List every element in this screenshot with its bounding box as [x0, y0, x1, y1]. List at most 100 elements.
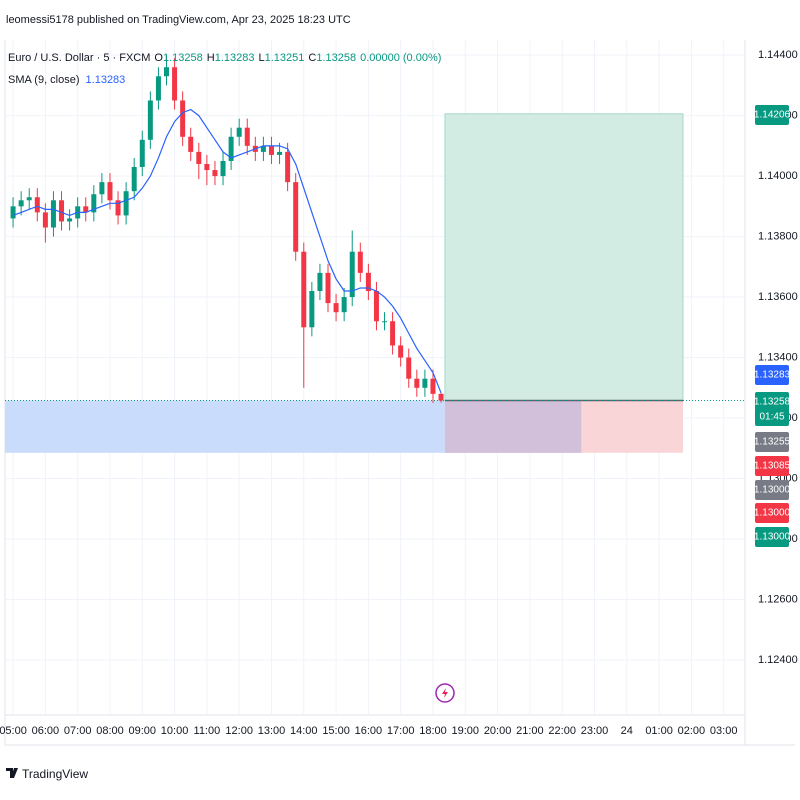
x-tick-label: 07:00	[64, 725, 92, 737]
candle-body	[220, 160, 226, 177]
price-badge-label: 1.13000	[754, 485, 791, 496]
candle-body	[390, 321, 396, 346]
price-badge-label: 1.13085	[754, 461, 791, 472]
candle-body	[131, 167, 137, 192]
candle-body	[147, 100, 153, 140]
candle-body	[139, 139, 145, 168]
x-tick-label: 05:00	[0, 725, 27, 737]
ohlc-value: 1.13258	[163, 52, 203, 64]
candle-body	[42, 212, 48, 228]
price-badge	[755, 503, 789, 523]
candle-body	[196, 151, 202, 164]
ohlc-key: L	[258, 52, 264, 64]
sma-line	[12, 108, 442, 394]
candle-body	[309, 291, 315, 328]
candle-body	[34, 197, 40, 213]
y-tick-label: 1.13800	[758, 230, 798, 242]
y-tick-label: 1.14400	[758, 49, 798, 61]
x-tick-label: 22:00	[548, 725, 576, 737]
x-tick-label: 11:00	[194, 725, 221, 737]
candle-body	[91, 194, 97, 213]
price-badge	[755, 480, 789, 500]
position-tool	[5, 113, 745, 453]
price-badge	[755, 365, 789, 385]
x-tick-label: 21:00	[516, 725, 544, 737]
candle-body	[204, 163, 210, 171]
x-tick-label: 06:00	[32, 725, 60, 737]
candle-body	[406, 357, 412, 379]
sma-value: 1.13283	[86, 74, 126, 86]
candle-body	[115, 200, 121, 216]
candle-body	[438, 393, 444, 401]
ohlc-key: H	[207, 52, 215, 64]
candle-body	[107, 182, 113, 201]
x-tick-label: 20:00	[484, 725, 512, 737]
candle-body	[83, 206, 89, 213]
candle-body	[228, 136, 234, 161]
candle-body	[164, 67, 170, 77]
x-tick-label: 09:00	[129, 725, 157, 737]
candle-body	[293, 182, 299, 252]
candle-body	[285, 151, 291, 183]
x-tick-label: 16:00	[355, 725, 383, 737]
candle-body	[67, 218, 73, 222]
candle-body	[180, 100, 186, 137]
x-tick-label: 17:00	[387, 725, 415, 737]
ohlc-value: 1.13258	[316, 52, 356, 64]
candle-body	[99, 182, 105, 195]
price-badge	[755, 105, 789, 125]
lightning-icon[interactable]	[435, 683, 455, 703]
y-tick-label: 1.12400	[758, 654, 798, 666]
x-tick-label: 08:00	[96, 725, 124, 737]
sma-legend: SMA (9, close) 1.13283	[8, 74, 125, 86]
price-badge	[755, 432, 789, 452]
candle-body	[349, 251, 355, 298]
price-badge-label: 1.13000	[754, 508, 791, 519]
ohlc-key: O	[154, 52, 163, 64]
x-tick-label: 18:00	[419, 725, 447, 737]
candle-body	[188, 136, 194, 152]
candle-body	[414, 378, 420, 388]
candle-body	[50, 200, 56, 228]
candle-body	[422, 378, 428, 388]
candle-body	[333, 303, 339, 313]
ohlc-key: C	[308, 52, 316, 64]
price-badge	[755, 456, 789, 476]
x-tick-label: 03:00	[710, 725, 738, 737]
x-tick-label: 24	[621, 725, 633, 737]
candle-body	[172, 67, 178, 101]
x-tick-label: 19:00	[452, 725, 480, 737]
price-badge-label: 1.13258	[754, 397, 791, 408]
sma-name: SMA (9, close)	[8, 74, 80, 86]
candle-body	[10, 206, 16, 219]
price-badge	[755, 527, 789, 547]
candle-body	[26, 197, 32, 201]
candle-body	[430, 378, 436, 394]
x-tick-label: 12:00	[225, 725, 253, 737]
y-tick-label: 1.14000	[758, 170, 798, 182]
ohlc-value: 1.13251	[265, 52, 305, 64]
x-tick-label: 15:00	[322, 725, 350, 737]
candle-body	[341, 297, 347, 313]
candle-body	[373, 291, 379, 322]
x-tick-label: 02:00	[678, 725, 706, 737]
price-badge-label: 1.13255	[754, 437, 791, 448]
candle-body	[260, 145, 266, 152]
candle-body	[398, 345, 404, 358]
price-badge-label: 1.13283	[754, 370, 791, 381]
change: 0.00000 (0.00%)	[360, 52, 441, 64]
footer: TradingView	[22, 767, 88, 781]
x-tick-label: 01:00	[645, 725, 673, 737]
logo	[6, 768, 18, 778]
price-badge-label: 1.14206	[754, 110, 791, 121]
candle-body	[18, 200, 24, 207]
y-tick-label: 1.12600	[758, 593, 798, 605]
x-tick-label: 23:00	[581, 725, 609, 737]
y-tick-label: 1.13600	[758, 291, 798, 303]
symbol: Euro / U.S. Dollar · 5 · FXCM	[8, 52, 150, 64]
ohlc-value: 1.13283	[215, 52, 255, 64]
stop-zone-filled	[444, 400, 582, 453]
y-tick-label: 1.13400	[758, 351, 798, 363]
x-tick-label: 13:00	[258, 725, 286, 737]
